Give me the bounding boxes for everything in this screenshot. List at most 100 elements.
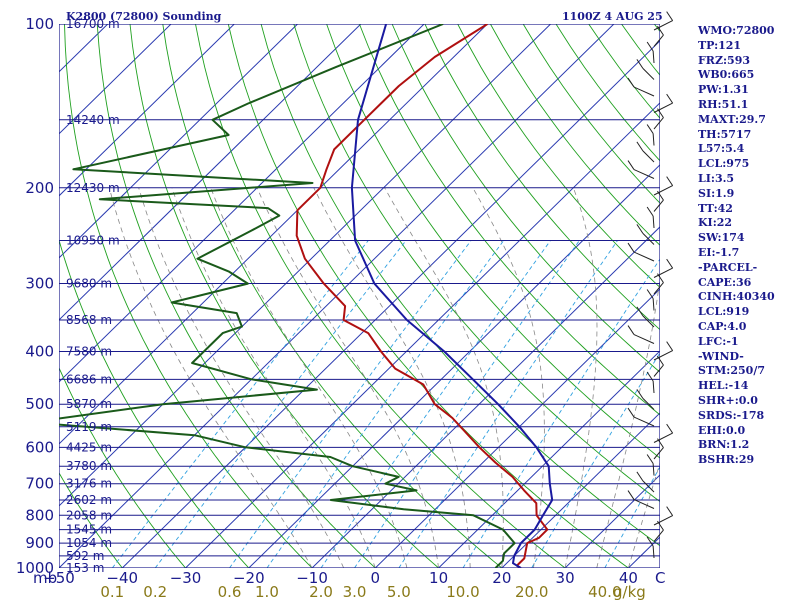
mixing-ratio-line [531, 351, 660, 568]
mixing-ratio-label: 3.0 [343, 583, 367, 600]
sounding-index: EHI:0.0 [698, 423, 746, 437]
mixing-ratio-label: 1.0 [255, 583, 279, 600]
wind-barb-icon [636, 389, 655, 410]
wind-barb-icon [636, 224, 655, 245]
temperature-tick-label: −40 [106, 569, 138, 587]
isotherm-line [59, 24, 235, 197]
mixing-ratio-label: 40.0 [588, 583, 621, 600]
wind-barb-icon [646, 454, 655, 476]
mixing-ratio-line [398, 240, 618, 568]
height-label: 3176 m [66, 477, 112, 491]
pressure-tick-label: 700 [25, 475, 54, 493]
mixing-ratio-line [462, 258, 660, 568]
height-label: 1054 m [66, 536, 112, 550]
sounding-index: EI:-1.7 [698, 245, 740, 259]
height-label: 5119 m [66, 420, 112, 434]
sounding-index: PW:1.31 [698, 83, 749, 97]
height-label: 6686 m [66, 372, 112, 386]
mixing-ratio-label: 5.0 [387, 583, 411, 600]
isotherm-line [564, 474, 660, 568]
height-label: 12430 m [66, 181, 120, 195]
mixing-ratio-label: 20.0 [515, 583, 548, 600]
sounding-trace [350, 24, 554, 568]
dry-adiabat-line [96, 24, 376, 568]
sounding-index: SW:174 [698, 231, 745, 245]
wind-barb-icon [653, 423, 674, 443]
wind-barb-icon [653, 108, 664, 130]
mixing-ratio-label: 10.0 [446, 583, 479, 600]
height-label: 1545 m [66, 523, 112, 537]
pressure-tick-label: 600 [25, 438, 54, 456]
wind-barb-icon [653, 273, 664, 295]
sounding-index: FRZ:593 [698, 53, 751, 67]
wind-barb-icon [653, 438, 664, 460]
wind-barb-icon [646, 206, 655, 229]
wind-barb-icon [653, 258, 674, 278]
mixing-ratio-line [320, 240, 551, 568]
isotherm-line [59, 24, 551, 507]
pressure-tick-label: 200 [25, 179, 54, 197]
temperature-tick-label: 20 [492, 569, 511, 587]
chart-title: K2800 (72800) Sounding [66, 10, 222, 23]
sounding-index: STM:250/7 [698, 364, 765, 378]
wind-barb-icon [653, 190, 664, 212]
wind-barb-icon [636, 141, 655, 163]
moist-adiabat-line [313, 187, 471, 568]
sounding-index: KI:22 [698, 216, 733, 230]
moist-adiabat-line [138, 187, 345, 568]
pressure-tick-label: 800 [25, 506, 54, 524]
wind-barb-icon [646, 289, 655, 311]
wind-barb-icon [627, 407, 655, 427]
dry-adiabat-line [195, 24, 566, 568]
isotherm-line [121, 40, 660, 568]
pressure-tick-label: 100 [25, 15, 54, 33]
height-label: 2602 m [66, 493, 112, 507]
sounding-index: LI:3.5 [698, 171, 735, 185]
sounding-index: HEL:-14 [698, 379, 749, 393]
wind-barbs [627, 11, 674, 559]
wind-barb-icon [653, 520, 664, 542]
sounding-trace [295, 24, 549, 568]
temperature-tick-label: −50 [43, 569, 75, 587]
wind-barb-icon [627, 242, 655, 262]
chart-grid [59, 24, 660, 568]
temperature-tick-label: −10 [296, 569, 328, 587]
isotherm-line [501, 412, 660, 568]
mixing-ratio-line [111, 240, 369, 568]
height-label: 16700 m [66, 17, 120, 31]
sounding-index: WMO:72800 [698, 24, 775, 37]
isotherm-line [59, 24, 172, 135]
pressure-tick-label: 300 [25, 275, 54, 293]
sounding-index: -WIND- [698, 349, 744, 363]
wind-barb-icon [653, 176, 674, 196]
isotherm-line [59, 24, 298, 259]
temperature-tick-label: 0 [371, 569, 381, 587]
pressure-tick-label: 500 [25, 395, 54, 413]
sounding-index: TH:5717 [698, 127, 752, 141]
mixing-ratio-line [604, 465, 660, 568]
mixing-ratio-label: 0.2 [143, 583, 167, 600]
height-label: 3780 m [66, 459, 112, 473]
wind-barb-icon [653, 355, 664, 377]
moist-adiabat-line [564, 187, 598, 568]
mixing-ratio-unit-label: g/kg [613, 583, 646, 600]
mixing-ratio-line [266, 240, 505, 568]
sounding-index: LFC:-1 [698, 334, 739, 348]
wind-barb-icon [653, 506, 674, 526]
temperature-tick-label: 40 [619, 569, 638, 587]
isotherm-line [374, 288, 660, 568]
isotherm-line [185, 102, 660, 568]
wind-barb-icon [627, 160, 655, 179]
sounding-index: TT:42 [698, 201, 733, 215]
moist-adiabat-line [596, 276, 660, 568]
mixing-ratio-label: 0.6 [218, 583, 242, 600]
sounding-index: CAP:4.0 [698, 319, 747, 333]
plot-frame [59, 24, 660, 568]
sounding-index: LCL:919 [698, 305, 750, 319]
sounding-indices: WMO:72800 TP:121 FRZ:593 WB0:665 PW:1.31 RH:5… [698, 24, 798, 468]
wind-barb-icon [653, 11, 674, 31]
wind-barb-icon [646, 536, 655, 559]
wind-barb-icon [653, 341, 674, 361]
mixing-ratio-label: 0.1 [100, 583, 124, 600]
